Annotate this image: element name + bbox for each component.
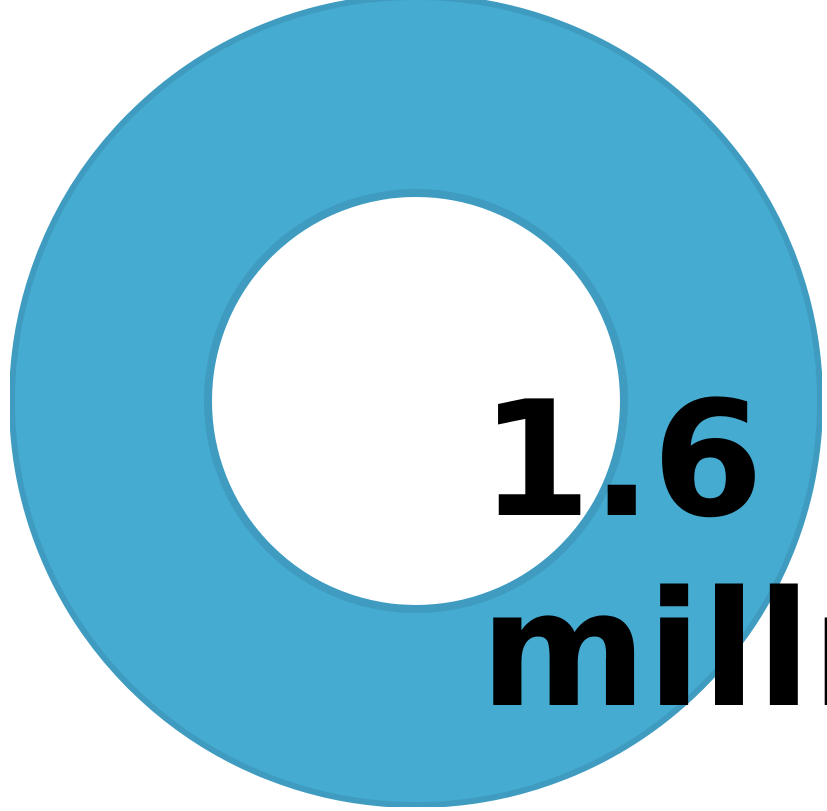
stat-value: 1.6 [480, 366, 764, 553]
donut-ring [10, 0, 822, 807]
stat-unit: millı [480, 556, 827, 743]
donut-ring-svg [10, 0, 822, 807]
donut-ring-hole [204, 189, 628, 613]
